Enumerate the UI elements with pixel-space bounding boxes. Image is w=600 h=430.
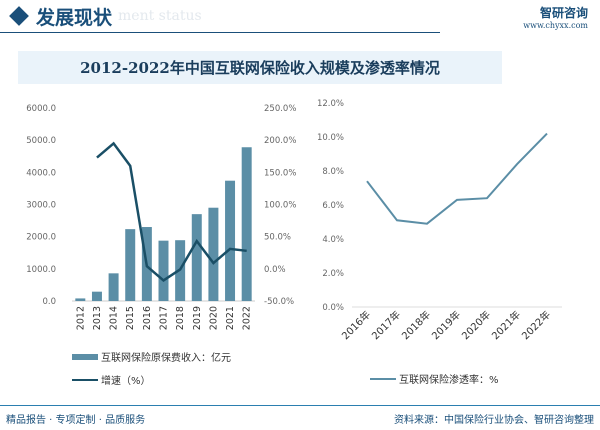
penetration-line bbox=[366, 132, 548, 225]
legend-bar-swatch bbox=[72, 353, 98, 360]
bar bbox=[208, 207, 219, 301]
x-tick-label: 2018年 bbox=[399, 308, 433, 342]
y-tick-label: 1000.0 bbox=[26, 265, 56, 275]
y-tick-label: 2.0% bbox=[322, 269, 344, 279]
y-tick-label: 6.0% bbox=[322, 201, 344, 211]
y2-tick-label: 200.0% bbox=[264, 136, 296, 146]
legend-bar-label: 互联网保险原保费收入：亿元 bbox=[101, 353, 231, 364]
bar bbox=[91, 291, 102, 301]
x-tick-label: 2022年 bbox=[519, 308, 553, 342]
chart-title: 2012-2022年中国互联网保险收入规模及渗透率情况 bbox=[80, 59, 440, 77]
logo-name: 智研咨询 bbox=[539, 6, 588, 20]
legend-penetration-label: 互联网保险渗透率：% bbox=[399, 375, 499, 386]
bar bbox=[225, 180, 236, 301]
x-tick-label: 2020年 bbox=[459, 308, 493, 342]
y2-tick-label: 150.0% bbox=[264, 168, 296, 178]
legend-growth-swatch bbox=[72, 378, 98, 381]
y-tick-label: 0.0 bbox=[42, 297, 56, 307]
bar bbox=[241, 147, 252, 301]
section-title: 发展现状 bbox=[36, 6, 113, 29]
footer-slogan: 精品报告 · 专项定制 · 品质服务 bbox=[6, 415, 146, 426]
x-tick-label: 2019 bbox=[192, 306, 203, 330]
y-tick-label: 4.0% bbox=[322, 235, 344, 245]
x-tick-label: 2018 bbox=[175, 306, 186, 330]
x-tick-label: 2015 bbox=[125, 306, 136, 330]
x-tick-label: 2022 bbox=[242, 306, 253, 330]
x-tick-label: 2013 bbox=[92, 306, 103, 330]
growth-line bbox=[96, 141, 247, 282]
x-tick-label: 2019年 bbox=[429, 308, 463, 342]
bar bbox=[108, 273, 119, 301]
x-tick-label: 2017 bbox=[159, 306, 170, 330]
y-tick-label: 4000.0 bbox=[26, 168, 56, 178]
footer-divider bbox=[0, 405, 600, 406]
bar bbox=[158, 240, 169, 301]
logo: 智研咨询 www.chyxx.com bbox=[523, 4, 588, 30]
y-tick-label: 8.0% bbox=[322, 167, 344, 177]
bar bbox=[75, 298, 86, 301]
legend-penetration: 互联网保险渗透率：% bbox=[370, 371, 499, 386]
y2-tick-label: 100.0% bbox=[264, 201, 296, 211]
legend-penetration-swatch bbox=[370, 377, 396, 380]
legend-bar: 互联网保险原保费收入：亿元 bbox=[72, 349, 231, 364]
y-tick-label: 2000.0 bbox=[26, 233, 56, 243]
x-tick-label: 2012 bbox=[75, 306, 86, 330]
logo-url: www.chyxx.com bbox=[523, 21, 588, 30]
bar bbox=[125, 229, 136, 301]
y2-tick-label: 50.0% bbox=[264, 233, 291, 243]
section-header: 发展现状 ment status bbox=[8, 2, 202, 30]
y-tick-label: 5000.0 bbox=[26, 136, 56, 146]
y-tick-label: 3000.0 bbox=[26, 201, 56, 211]
legend-growth-label: 增速（%） bbox=[101, 376, 151, 387]
y-tick-label: 0.0% bbox=[322, 303, 344, 313]
section-subtitle: ment status bbox=[118, 8, 202, 24]
y-tick-label: 12.0% bbox=[317, 99, 344, 109]
x-tick-label: 2020 bbox=[208, 306, 219, 330]
y-tick-label: 10.0% bbox=[317, 133, 344, 143]
y2-tick-label: -50.0% bbox=[264, 297, 294, 307]
chart-title-band: 2012-2022年中国互联网保险收入规模及渗透率情况 bbox=[18, 51, 502, 84]
x-tick-label: 2016 bbox=[142, 306, 153, 330]
bar bbox=[191, 214, 202, 301]
x-tick-label: 2016年 bbox=[339, 308, 373, 342]
header-divider bbox=[0, 32, 440, 33]
y2-tick-label: 0.0% bbox=[264, 265, 286, 275]
y-tick-label: 6000.0 bbox=[26, 104, 56, 114]
x-tick-label: 2017年 bbox=[369, 308, 403, 342]
x-tick-label: 2014 bbox=[109, 306, 120, 330]
legend-growth: 增速（%） bbox=[72, 372, 151, 387]
footer-source: 资料来源：中国保险行业协会、智研咨询整理 bbox=[394, 415, 594, 426]
y2-tick-label: 250.0% bbox=[264, 104, 296, 114]
x-tick-label: 2021 bbox=[225, 306, 236, 330]
x-tick-label: 2021年 bbox=[489, 308, 523, 342]
